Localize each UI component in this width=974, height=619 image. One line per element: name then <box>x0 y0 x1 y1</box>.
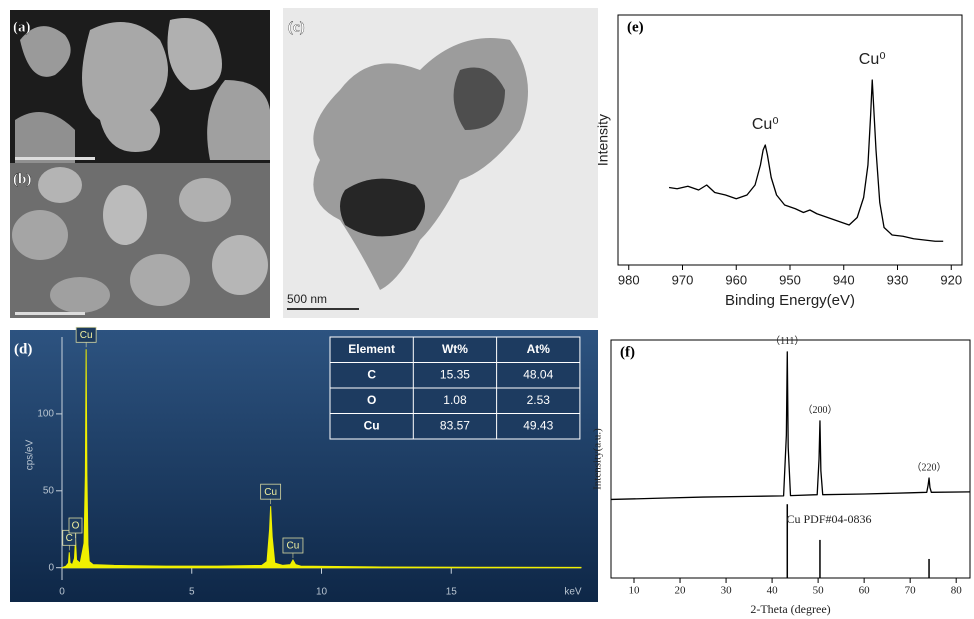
table-cell: 1.08 <box>443 393 467 407</box>
x-tick-label: 930 <box>887 272 909 287</box>
table-cell: 48.04 <box>523 367 553 381</box>
table-cell: O <box>367 393 376 407</box>
sem-image-a <box>10 10 270 163</box>
table-cell: 83.57 <box>440 418 470 432</box>
panel-label: (d) <box>14 341 32 357</box>
table-cell: C <box>367 367 376 381</box>
peak-label: Cu <box>80 330 93 341</box>
y-tick-label: 100 <box>37 409 54 420</box>
x-tick-label: 5 <box>189 586 195 597</box>
peak-label: Cu <box>287 541 300 552</box>
x-tick-label: 980 <box>618 272 640 287</box>
x-axis-label: 2-Theta (degree) <box>750 602 830 616</box>
x-tick-label: 15 <box>446 586 458 597</box>
peak-label: Cu⁰ <box>752 116 779 133</box>
plot-frame <box>610 339 971 579</box>
peak-label: C <box>66 533 73 544</box>
table-cell: Cu <box>364 418 380 432</box>
x-tick-label: 960 <box>725 272 747 287</box>
panel-label: (e) <box>627 19 644 35</box>
x-tick-label: 60 <box>859 585 871 597</box>
table-header: Wt% <box>442 342 468 356</box>
x-tick-label: 70 <box>905 585 917 597</box>
data-line <box>610 351 971 501</box>
spectrum-area <box>61 349 582 569</box>
plot-frame <box>617 14 963 266</box>
x-tick-label: 920 <box>940 272 962 287</box>
data-line <box>668 79 944 242</box>
y-axis-label: cps/eV <box>25 439 36 470</box>
peak-label: Cu⁰ <box>859 51 886 68</box>
y-axis-label: Intensity(a.u.) <box>592 428 604 490</box>
x-tick-label: 970 <box>672 272 694 287</box>
x-tick-label: 0 <box>59 586 65 597</box>
y-axis-label: Intensity <box>595 114 611 166</box>
table-cell: 2.53 <box>527 393 551 407</box>
x-tick-label: 50 <box>813 585 825 597</box>
panel-label: (c) <box>288 19 305 35</box>
table-cell: 15.35 <box>440 367 470 381</box>
x-tick-label: 950 <box>779 272 801 287</box>
x-axis-label: Binding Energy(eV) <box>725 292 855 309</box>
table-header: At% <box>527 342 551 356</box>
x-tick-label: 40 <box>767 585 779 597</box>
x-tick-label: 80 <box>951 585 963 597</box>
table-cell: 49.43 <box>523 418 553 432</box>
x-tick-label: 10 <box>316 586 328 597</box>
peak-label: O <box>72 521 80 532</box>
scale-bar-label: 500 nm <box>287 292 327 306</box>
reference-label: Cu PDF#04-0836 <box>786 512 871 526</box>
peak-label: （220） <box>912 461 947 473</box>
panel-label: (f) <box>620 344 635 360</box>
sem-image-b <box>10 163 270 318</box>
x-tick-label: 30 <box>721 585 733 597</box>
x-tick-label: 940 <box>833 272 855 287</box>
peak-label: （200） <box>802 404 837 416</box>
x-tick-label: 20 <box>675 585 687 597</box>
x-unit: keV <box>564 586 582 597</box>
panel-label: (a) <box>13 19 31 35</box>
y-tick-label: 0 <box>48 562 54 573</box>
peak-label: （111） <box>770 335 804 347</box>
peak-label: Cu <box>264 487 277 498</box>
panel-label: (b) <box>13 171 31 187</box>
x-tick-label: 10 <box>629 585 641 597</box>
tem-image-c <box>283 8 598 318</box>
table-header: Element <box>348 342 395 356</box>
y-tick-label: 50 <box>43 485 55 496</box>
